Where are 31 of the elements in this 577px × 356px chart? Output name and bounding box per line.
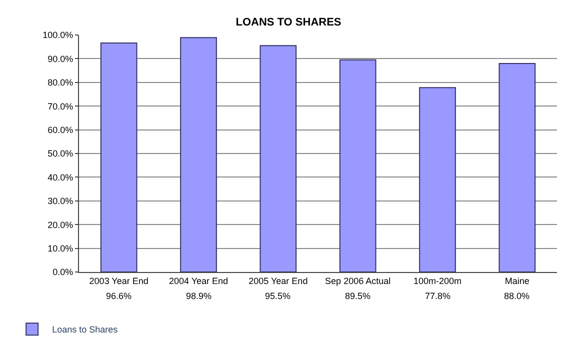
y-tick-label: 100.0% xyxy=(42,30,74,40)
text: 95.5% xyxy=(265,291,291,301)
bar xyxy=(260,45,297,272)
y-tick-label: 50.0% xyxy=(48,148,74,159)
bar xyxy=(100,42,138,272)
y-tick-label: 70.0% xyxy=(48,101,74,112)
y-tick-label: 80.0% xyxy=(48,78,74,88)
legend-label: Loans to Shares xyxy=(52,324,118,335)
chart-title: LOANS TO SHARES xyxy=(236,16,342,28)
bar xyxy=(498,62,536,272)
text: 96.6% xyxy=(106,291,132,301)
text: 88.0% xyxy=(504,291,530,301)
text: 77.8% xyxy=(425,291,451,301)
y-tick-label: 10.0% xyxy=(48,243,74,254)
y-tick-label: 60.0% xyxy=(48,124,74,135)
y-tick-label: 20.0% xyxy=(48,220,74,230)
y-tick-label: 40.0% xyxy=(48,172,74,182)
x-tick-label: 2003 Year End xyxy=(89,276,148,286)
x-tick-label: Maine xyxy=(504,276,530,286)
y-tick-label: 0.0% xyxy=(52,267,74,278)
x-tick-label: 2004 Year End xyxy=(168,276,228,286)
x-tick-label: 2005 Year End xyxy=(248,276,308,286)
bar xyxy=(339,59,376,272)
y-tick-label: 30.0% xyxy=(48,196,74,206)
x-tick-label: 100m-200m xyxy=(413,276,462,286)
bar xyxy=(180,37,217,272)
text: 89.5% xyxy=(345,291,371,301)
text: 98.9% xyxy=(186,291,212,301)
x-tick-label: Sep 2006 Actual xyxy=(325,276,391,286)
y-tick-label: 90.0% xyxy=(48,54,74,64)
bar xyxy=(419,87,456,272)
